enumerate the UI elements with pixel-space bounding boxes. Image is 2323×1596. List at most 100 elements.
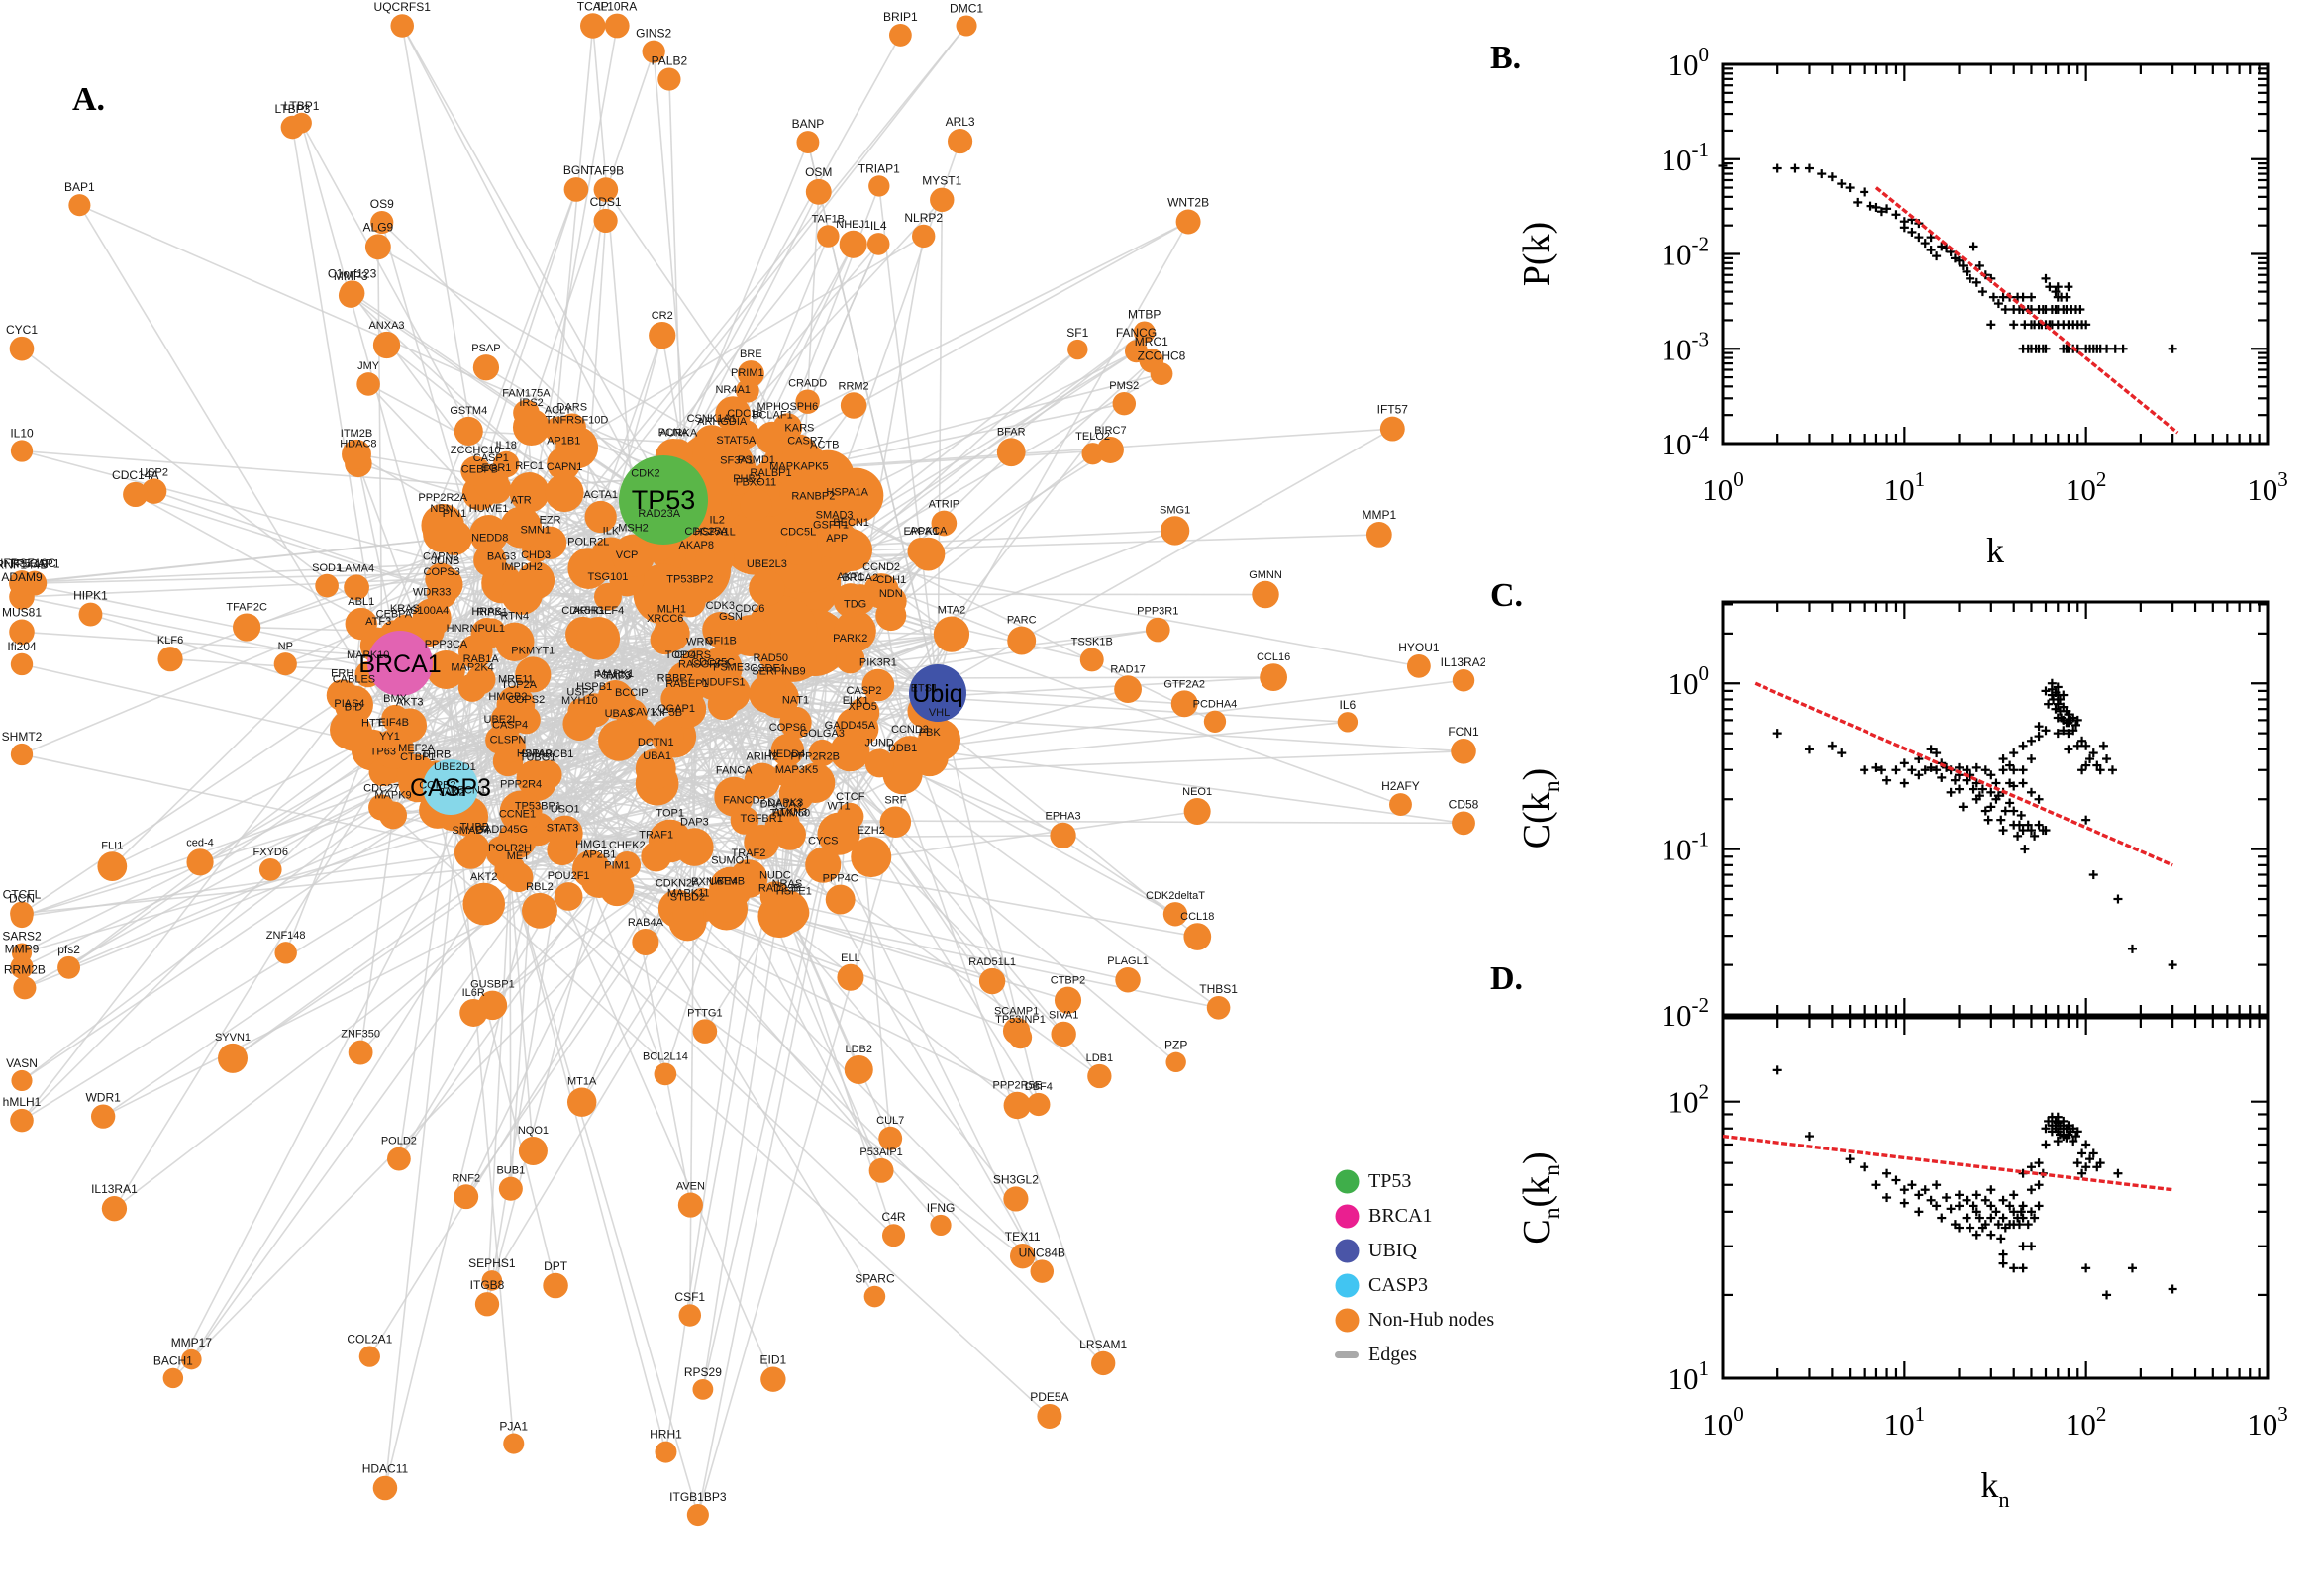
svg-text:ERH: ERH bbox=[331, 667, 354, 679]
svg-text:FANCD2: FANCD2 bbox=[723, 794, 765, 806]
svg-text:RASGRF1: RASGRF1 bbox=[678, 658, 730, 670]
y-axis-title: Cn​(kn​) bbox=[1516, 1151, 1565, 1244]
svg-text:103: 103 bbox=[2247, 1402, 2288, 1442]
svg-text:ELL: ELL bbox=[841, 952, 860, 964]
svg-text:RRM2: RRM2 bbox=[839, 380, 869, 392]
ubiq-node-icon bbox=[1335, 1239, 1360, 1263]
svg-text:RALBP1: RALBP1 bbox=[750, 467, 791, 479]
svg-text:AKT3: AKT3 bbox=[396, 696, 424, 708]
svg-text:PSME3: PSME3 bbox=[713, 661, 750, 673]
svg-text:BCL2L14: BCL2L14 bbox=[643, 1051, 688, 1063]
svg-text:BCLAF1: BCLAF1 bbox=[752, 410, 793, 422]
svg-text:TAF9: TAF9 bbox=[604, 671, 630, 683]
svg-text:UNC84B: UNC84B bbox=[1019, 1246, 1065, 1259]
scatter-points bbox=[1718, 161, 2177, 353]
legend-item-brca1: BRCA1 bbox=[1335, 1199, 1494, 1234]
svg-text:CTCF: CTCF bbox=[836, 791, 865, 803]
svg-text:OSM: OSM bbox=[805, 165, 832, 179]
svg-text:MMP3: MMP3 bbox=[334, 269, 368, 283]
svg-text:FCN1: FCN1 bbox=[1448, 725, 1479, 739]
svg-text:PCDHA4: PCDHA4 bbox=[1193, 699, 1238, 711]
svg-text:PDE5A: PDE5A bbox=[1030, 1390, 1068, 1404]
svg-text:CD58: CD58 bbox=[1449, 797, 1479, 811]
protein-interaction-network: CDK2 PCNA CCND3 CCNE1 CDC6 CCND2 COPS2 COPS3 COP… bbox=[0, 0, 1485, 1527]
svg-text:10-1: 10-1 bbox=[1662, 828, 1710, 867]
svg-text:TFAP2C: TFAP2C bbox=[226, 601, 267, 613]
svg-text:CLSPN: CLSPN bbox=[490, 735, 527, 747]
svg-text:CAPN2: CAPN2 bbox=[423, 551, 459, 563]
svg-text:DARS: DARS bbox=[557, 401, 588, 413]
svg-text:TNFRSF10C: TNFRSF10C bbox=[0, 556, 56, 570]
svg-text:ATM: ATM bbox=[715, 876, 737, 888]
svg-text:TIMM50: TIMM50 bbox=[770, 808, 810, 820]
svg-text:CCL18: CCL18 bbox=[1180, 911, 1214, 923]
svg-text:BIRC7: BIRC7 bbox=[1094, 425, 1126, 437]
legend-label: CASP3 bbox=[1368, 1274, 1429, 1296]
svg-text:KLF6: KLF6 bbox=[157, 635, 183, 647]
y-axis-title: C(kn​) bbox=[1516, 768, 1565, 848]
svg-text:UBE2I: UBE2I bbox=[484, 714, 516, 726]
svg-text:CDH1: CDH1 bbox=[876, 574, 906, 586]
svg-text:IQGAP1: IQGAP1 bbox=[655, 703, 695, 715]
svg-text:XRCC6: XRCC6 bbox=[647, 613, 683, 625]
svg-text:ACLY: ACLY bbox=[545, 405, 573, 417]
svg-text:CCL16: CCL16 bbox=[1257, 651, 1290, 663]
fit-line bbox=[1754, 681, 2173, 867]
svg-text:EIF4B: EIF4B bbox=[378, 717, 409, 729]
legend-label: UBIQ bbox=[1368, 1240, 1417, 1261]
svg-text:ABL1: ABL1 bbox=[348, 596, 374, 608]
svg-text:GUSBP1: GUSBP1 bbox=[470, 979, 515, 991]
svg-text:DAPK3: DAPK3 bbox=[767, 797, 803, 809]
hub-node-tp53 bbox=[619, 455, 708, 545]
svg-text:IL6: IL6 bbox=[1340, 698, 1357, 712]
svg-text:COPB2: COPB2 bbox=[419, 779, 455, 791]
svg-text:SMN1: SMN1 bbox=[520, 524, 551, 536]
svg-text:H2AFY: H2AFY bbox=[1381, 779, 1420, 793]
svg-text:BUB1: BUB1 bbox=[496, 1165, 525, 1177]
svg-text:SMAD4: SMAD4 bbox=[452, 825, 489, 837]
svg-text:MAPK9: MAPK9 bbox=[374, 789, 411, 801]
svg-text:NEDD4: NEDD4 bbox=[768, 748, 805, 760]
svg-text:NBN: NBN bbox=[430, 503, 453, 515]
svg-text:TSG101: TSG101 bbox=[587, 571, 628, 583]
svg-text:CD4: CD4 bbox=[674, 649, 696, 661]
svg-text:COPS6: COPS6 bbox=[769, 722, 806, 734]
svg-text:COPS2: COPS2 bbox=[508, 694, 545, 706]
svg-text:UBE4B: UBE4B bbox=[709, 876, 745, 888]
svg-text:EPPK1: EPPK1 bbox=[903, 526, 938, 538]
svg-text:MMP17: MMP17 bbox=[171, 1336, 213, 1349]
svg-text:MMP9: MMP9 bbox=[5, 942, 40, 955]
y-tick-labels: 100 10-1 10-2 10-3 10-4 bbox=[1662, 43, 1710, 461]
svg-text:IFT57: IFT57 bbox=[1377, 403, 1409, 417]
svg-text:PSMC3: PSMC3 bbox=[594, 669, 632, 681]
svg-text:TELO2: TELO2 bbox=[1075, 431, 1110, 443]
svg-text:VASN: VASN bbox=[6, 1056, 38, 1070]
svg-text:100: 100 bbox=[1668, 43, 1710, 82]
svg-text:10-2: 10-2 bbox=[1662, 993, 1710, 1033]
svg-text:MRC1: MRC1 bbox=[1135, 335, 1168, 349]
svg-text:RAB1A: RAB1A bbox=[463, 653, 500, 665]
fit-line bbox=[1874, 186, 2179, 435]
svg-text:NP: NP bbox=[278, 641, 293, 652]
svg-text:RPS29: RPS29 bbox=[684, 1365, 722, 1379]
svg-text:IFNG: IFNG bbox=[927, 1201, 956, 1215]
svg-text:CDC14A: CDC14A bbox=[112, 468, 158, 482]
svg-text:FBXO11: FBXO11 bbox=[736, 477, 776, 489]
svg-text:PPP3CA: PPP3CA bbox=[425, 639, 468, 650]
svg-text:TP53BP1: TP53BP1 bbox=[515, 801, 561, 813]
svg-text:IRS2: IRS2 bbox=[519, 397, 543, 409]
svg-text:hMLH1: hMLH1 bbox=[3, 1095, 42, 1109]
svg-text:ARL3: ARL3 bbox=[946, 115, 975, 129]
svg-text:CDS1: CDS1 bbox=[590, 195, 622, 209]
network-legend: TP53 BRCA1 UBIQ CASP3 Non-Hub nodes Edge… bbox=[1335, 1164, 1494, 1372]
svg-text:NEDD8: NEDD8 bbox=[471, 532, 508, 544]
svg-text:CSDE1: CSDE1 bbox=[750, 662, 786, 674]
svg-text:BECN1: BECN1 bbox=[833, 517, 869, 529]
svg-text:HMG1: HMG1 bbox=[575, 839, 607, 850]
svg-text:100: 100 bbox=[1702, 1402, 1744, 1442]
svg-text:SYVN1: SYVN1 bbox=[215, 1032, 251, 1044]
svg-text:VCP: VCP bbox=[616, 549, 639, 561]
hub-node-casp3 bbox=[423, 759, 478, 815]
svg-text:IL4: IL4 bbox=[870, 219, 887, 233]
svg-text:FANCA: FANCA bbox=[716, 765, 753, 777]
